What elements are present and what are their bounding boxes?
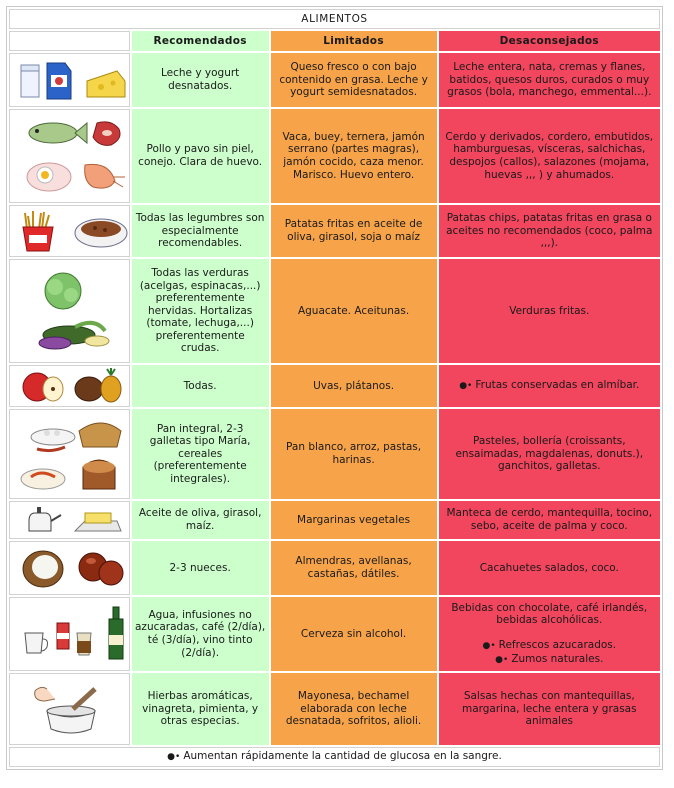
cell-discouraged-text: Bebidas con chocolate, café irlandés, be…: [451, 601, 648, 627]
cell-recommended: Todas las verduras (acelgas, espinacas,.…: [131, 259, 269, 363]
food-table: ALIMENTOS Recomendados Limitados Desacon…: [6, 6, 663, 770]
cell-discouraged-text: Frutas conservadas en almíbar.: [475, 379, 640, 392]
fries-legumes-icon: [9, 205, 130, 257]
cell-discouraged: Salsas hechas con mantequillas, margarin…: [438, 673, 660, 745]
dairy-icon: [9, 53, 130, 107]
header-recommended: Recomendados: [131, 31, 269, 51]
cell-limited: Mayonesa, bechamel elaborada con leche d…: [270, 673, 437, 745]
table-row: Pollo y pavo sin piel, conejo. Clara de …: [9, 109, 660, 203]
oil-butter-icon: [9, 501, 130, 539]
glucose-note: ●• Refrescos azucarados.: [482, 639, 617, 651]
cell-limited: Uvas, plátanos.: [270, 365, 437, 407]
bread-cereal-icon: [9, 409, 130, 499]
meat-fish-egg-icon: [9, 109, 130, 203]
cell-discouraged: Verduras fritas.: [438, 259, 660, 363]
glucose-note: ●• Zumos naturales.: [495, 652, 604, 665]
header-discouraged: Desaconsejados: [438, 31, 660, 51]
cell-limited: Pan blanco, arroz, pastas, harinas.: [270, 409, 437, 499]
cell-limited: Aguacate. Aceitunas.: [270, 259, 437, 363]
cell-discouraged: ●• Frutas conservadas en almíbar.: [438, 365, 660, 407]
cell-limited: Queso fresco o con bajo contenido en gra…: [270, 53, 437, 107]
header-limited: Limitados: [270, 31, 437, 51]
table-row: Hierbas aromáticas, vinagreta, pimienta,…: [9, 673, 660, 745]
cell-discouraged: Leche entera, nata, cremas y flanes, bat…: [438, 53, 660, 107]
cell-limited: Margarinas vegetales: [270, 501, 437, 539]
table-row: 2-3 nueces. Almendras, avellanas, castañ…: [9, 541, 660, 595]
cell-limited: Cerveza sin alcohol.: [270, 597, 437, 671]
nuts-icon: [9, 541, 130, 595]
vegetables-icon: [9, 259, 130, 363]
cell-discouraged: Cerdo y derivados, cordero, embutidos, h…: [438, 109, 660, 203]
table-row: Todas las legumbres son especialmente re…: [9, 205, 660, 257]
cell-recommended: Leche y yogurt desnatados.: [131, 53, 269, 107]
table-row: Agua, infusiones no azucaradas, café (2/…: [9, 597, 660, 671]
table-row: Todas las verduras (acelgas, espinacas,.…: [9, 259, 660, 363]
cell-discouraged: Pasteles, bollería (croissants, ensaimad…: [438, 409, 660, 499]
cell-recommended: Todas.: [131, 365, 269, 407]
cell-discouraged: Manteca de cerdo, mantequilla, tocino, s…: [438, 501, 660, 539]
table-row: Aceite de oliva, girasol, maíz. Margarin…: [9, 501, 660, 539]
cell-recommended: Todas las legumbres son especialmente re…: [131, 205, 269, 257]
cell-limited: Almendras, avellanas, castañas, dátiles.: [270, 541, 437, 595]
cell-recommended: Pan integral, 2-3 galletas tipo María, c…: [131, 409, 269, 499]
header-blank-cell: [9, 31, 130, 51]
drinks-icon: [9, 597, 130, 671]
cell-discouraged: Bebidas con chocolate, café irlandés, be…: [438, 597, 660, 671]
table-row: Todas. Uvas, plátanos. ●• Frutas conserva…: [9, 365, 660, 407]
table-row: Leche y yogurt desnatados. Queso fresco …: [9, 53, 660, 107]
cell-discouraged: Cacahuetes salados, coco.: [438, 541, 660, 595]
table-title: ALIMENTOS: [9, 9, 660, 29]
glucose-icon: ●•: [167, 752, 181, 763]
glucose-icon: ●•: [459, 381, 473, 392]
cell-recommended: 2-3 nueces.: [131, 541, 269, 595]
cell-recommended: Agua, infusiones no azucaradas, café (2/…: [131, 597, 269, 671]
cell-recommended: Aceite de oliva, girasol, maíz.: [131, 501, 269, 539]
cell-recommended: Hierbas aromáticas, vinagreta, pimienta,…: [131, 673, 269, 745]
herbs-mortar-icon: [9, 673, 130, 745]
footer-note: ●• Aumentan rápidamente la cantidad de gl…: [9, 747, 660, 767]
table-row: Pan integral, 2-3 galletas tipo María, c…: [9, 409, 660, 499]
cell-discouraged: Patatas chips, patatas fritas en grasa o…: [438, 205, 660, 257]
footer-text: Aumentan rápidamente la cantidad de gluc…: [183, 750, 502, 763]
cell-limited: Patatas fritas en aceite de oliva, giras…: [270, 205, 437, 257]
cell-limited: Vaca, buey, ternera, jamón serrano (part…: [270, 109, 437, 203]
glucose-icon: ●•: [482, 641, 496, 651]
fruit-icon: [9, 365, 130, 407]
cell-recommended: Pollo y pavo sin piel, conejo. Clara de …: [131, 109, 269, 203]
glucose-icon: ●•: [495, 654, 509, 665]
